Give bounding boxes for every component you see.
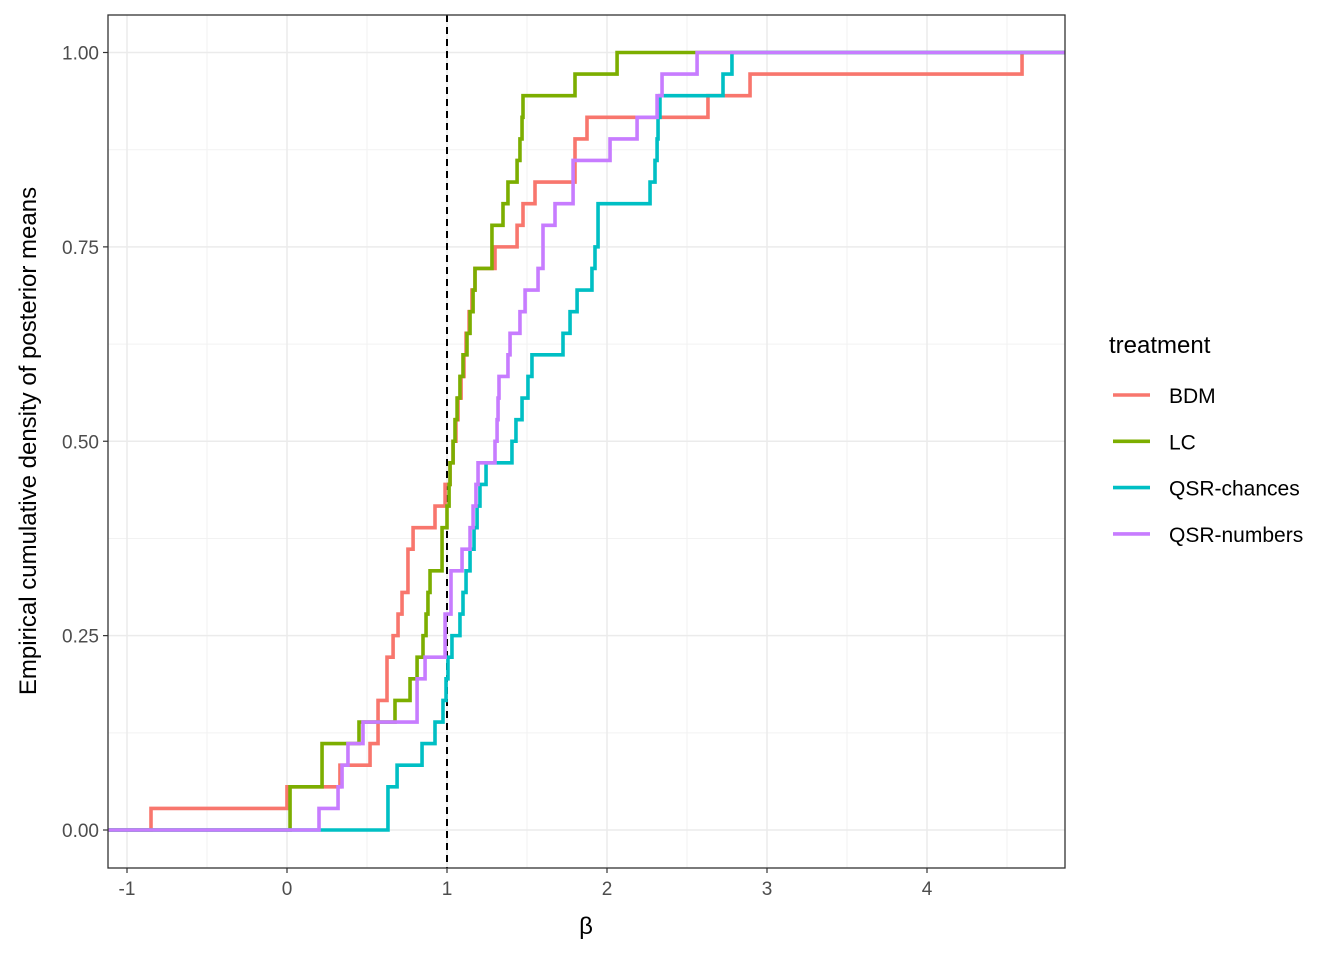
legend-label: LC xyxy=(1169,431,1196,454)
x-tick-label: 4 xyxy=(922,879,933,900)
legend: treatment BDM LC QSR-chances QSR-numbers xyxy=(1109,332,1303,547)
x-tick-label: -1 xyxy=(119,879,136,900)
y-tick-label: 0.75 xyxy=(62,238,99,259)
legend-title: treatment xyxy=(1109,332,1211,359)
x-tick-label: 3 xyxy=(762,879,773,900)
y-axis-label: Empirical cumulative density of posterio… xyxy=(15,187,42,695)
legend-label: BDM xyxy=(1169,385,1216,408)
y-tick-label: 0.00 xyxy=(62,821,99,842)
series-line-lc xyxy=(108,50,1065,832)
legend-label: QSR-chances xyxy=(1169,478,1300,501)
x-tick-label: 2 xyxy=(602,879,613,900)
series-line-qsr-chances xyxy=(108,50,1065,832)
y-tick-label: 0.50 xyxy=(62,432,99,453)
y-tick-label: 1.00 xyxy=(62,44,99,65)
x-tick-label: 0 xyxy=(282,879,293,900)
legend-label: QSR-numbers xyxy=(1169,524,1303,547)
series-line-qsr-numbers xyxy=(108,50,1065,832)
x-axis: -1 0 1 2 3 4 xyxy=(119,868,933,900)
y-tick-label: 0.25 xyxy=(62,627,99,648)
x-tick-label: 1 xyxy=(442,879,453,900)
y-axis: 0.00 0.25 0.50 0.75 1.00 xyxy=(62,44,108,842)
series-lines xyxy=(108,50,1065,832)
x-axis-label: β xyxy=(579,913,593,940)
